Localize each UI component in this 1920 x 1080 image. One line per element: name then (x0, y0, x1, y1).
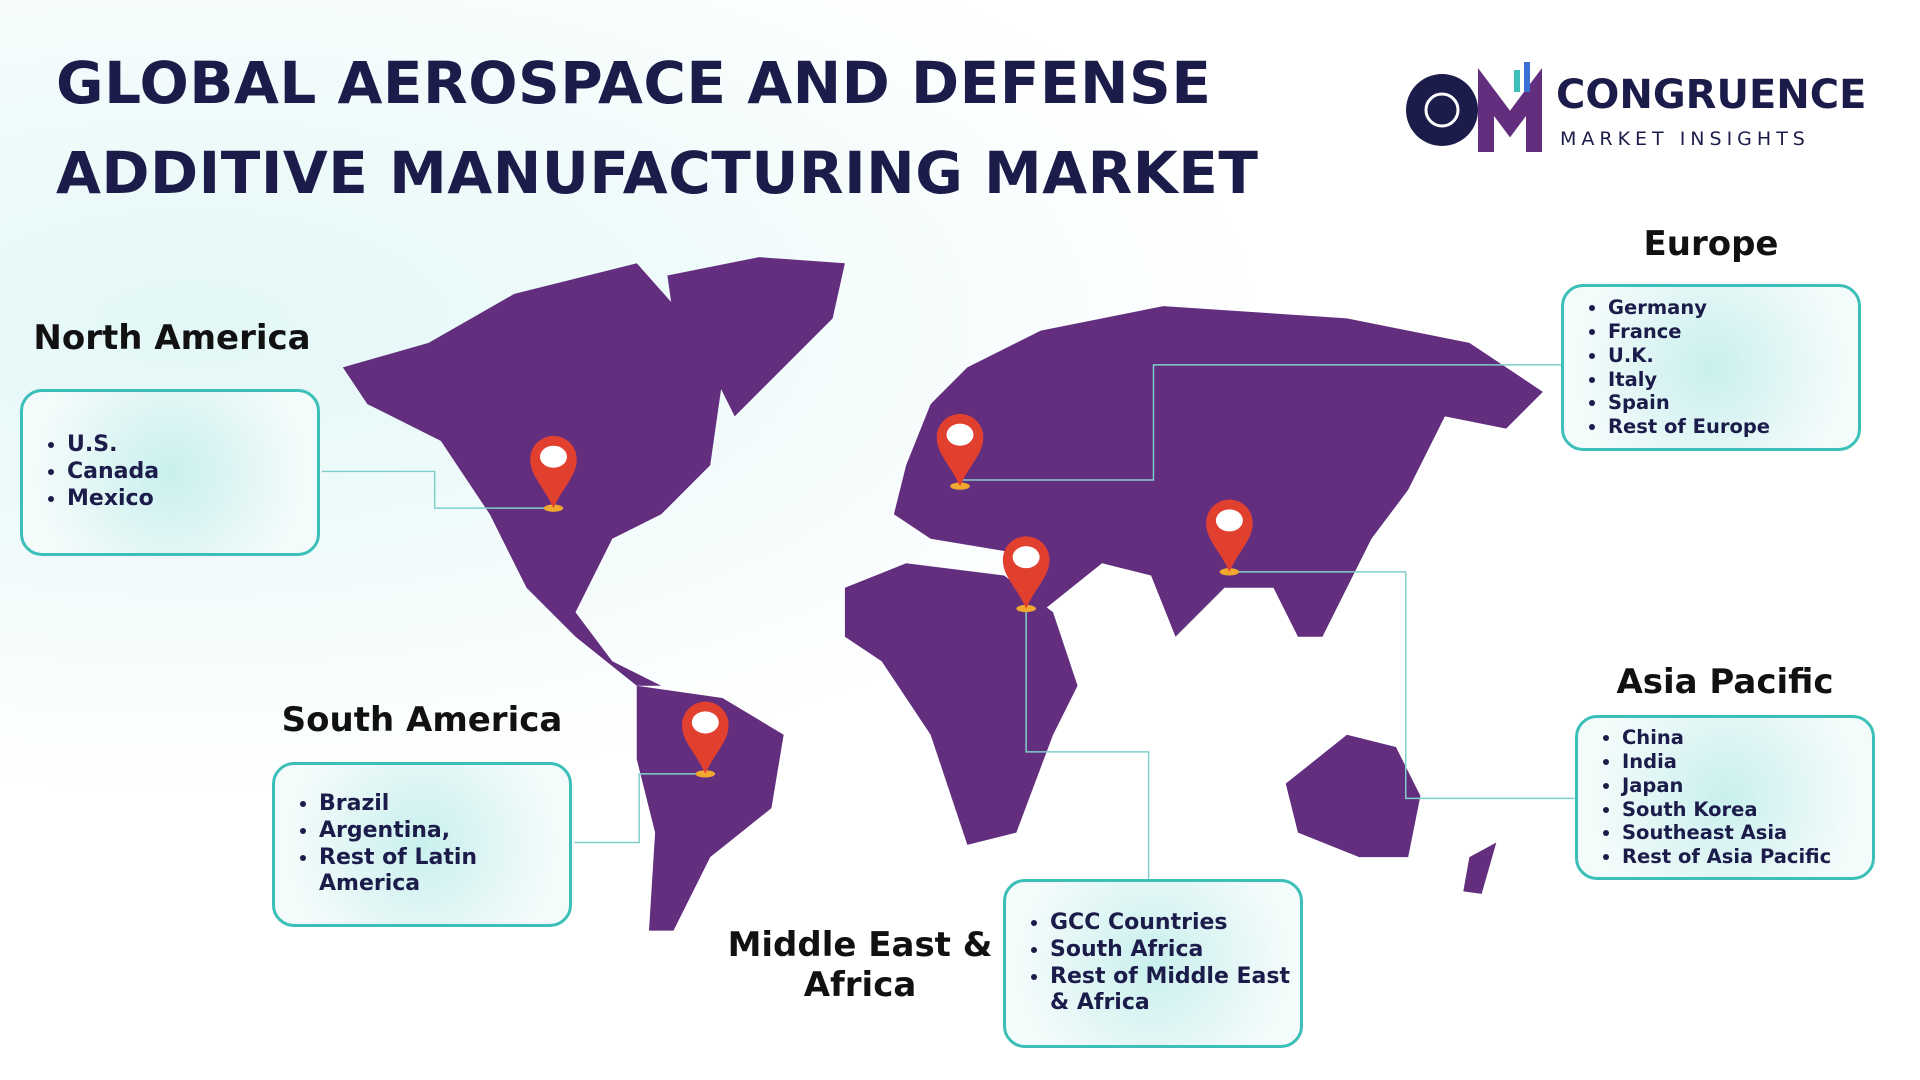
region-item: South Africa (1050, 937, 1300, 964)
region-box: ChinaIndiaJapanSouth KoreaSoutheast Asia… (1575, 715, 1875, 880)
region-item: Brazil (319, 791, 569, 818)
title-line: GLOBAL AEROSPACE AND DEFENSE (56, 49, 1212, 117)
region-item: U.K. (1608, 344, 1770, 368)
location-pin (530, 435, 577, 512)
region-list: BrazilArgentina,Rest of Latin America (275, 791, 569, 898)
connector (1025, 608, 1150, 880)
connector (574, 773, 706, 844)
region-item: South Korea (1622, 798, 1831, 822)
region-item: Rest of Middle East & Africa (1050, 964, 1300, 1018)
region-item: Rest of Europe (1608, 415, 1770, 439)
continent (342, 263, 723, 686)
region-heading: Asia Pacific (1616, 662, 1834, 702)
region-box: U.S.CanadaMexico (20, 389, 320, 556)
continent (893, 306, 1543, 637)
continent (844, 563, 1078, 845)
region-item: GCC Countries (1050, 910, 1300, 937)
region-item: Argentina, (319, 818, 569, 845)
connector (1229, 571, 1575, 800)
location-pin (1002, 536, 1050, 613)
region-item: China (1622, 726, 1831, 750)
title: GLOBAL AEROSPACE AND DEFENSE ADDITIVE MA… (56, 38, 1258, 218)
logo-icon (1406, 62, 1542, 152)
continent (636, 685, 784, 931)
region-list: ChinaIndiaJapanSouth KoreaSoutheast Asia… (1578, 726, 1831, 869)
region-item: Rest of Asia Pacific (1622, 845, 1831, 869)
region-item: Southeast Asia (1622, 821, 1831, 845)
logo-name: CONGRUENCE (1556, 72, 1867, 118)
region-item: France (1608, 320, 1770, 344)
region-item: Mexico (67, 486, 159, 513)
region-heading: North America (33, 318, 311, 358)
region-item: India (1622, 750, 1831, 774)
continent (1463, 842, 1497, 894)
region-box: GCC CountriesSouth AfricaRest of Middle … (1003, 879, 1303, 1048)
region-list: U.S.CanadaMexico (23, 432, 159, 512)
location-pin (936, 413, 984, 490)
region-heading: South America (281, 700, 563, 740)
region-item: Spain (1608, 391, 1770, 415)
region-item: Japan (1622, 774, 1831, 798)
region-item: Rest of Latin America (319, 845, 569, 899)
region-list: GCC CountriesSouth AfricaRest of Middle … (1006, 910, 1300, 1017)
region-box: GermanyFranceU.K.ItalySpainRest of Europ… (1561, 284, 1861, 451)
region-item: Germany (1608, 296, 1770, 320)
region-heading: Middle East & Africa (727, 925, 993, 1005)
location-pin (682, 701, 729, 778)
region-item: U.S. (67, 432, 159, 459)
continent (1285, 734, 1421, 858)
region-item: Italy (1608, 368, 1770, 392)
region-heading: Europe (1643, 224, 1779, 264)
location-pin (1206, 499, 1253, 576)
region-item: Canada (67, 459, 159, 486)
connector (322, 470, 554, 509)
title-line: ADDITIVE MANUFACTURING MARKET (56, 139, 1259, 207)
logo-tagline: MARKET INSIGHTS (1560, 128, 1810, 150)
region-box: BrazilArgentina,Rest of Latin America (272, 762, 572, 927)
region-list: GermanyFranceU.K.ItalySpainRest of Europ… (1564, 296, 1770, 439)
continent (667, 257, 845, 417)
connector (960, 364, 1562, 481)
